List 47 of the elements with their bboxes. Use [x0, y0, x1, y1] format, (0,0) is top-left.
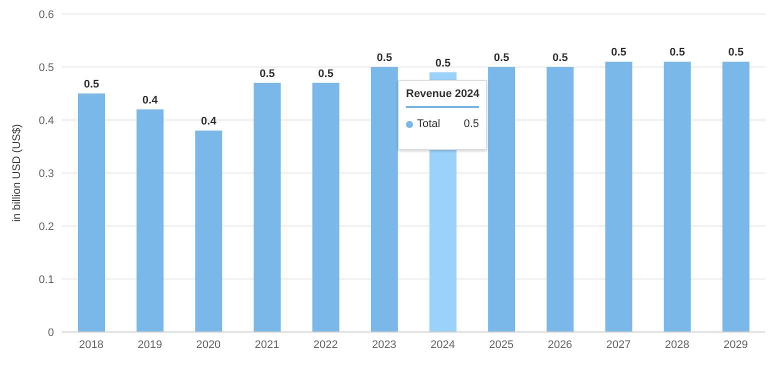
y-axis-title: in billion USD (US$) — [10, 124, 23, 222]
bar — [312, 82, 340, 332]
y-tick-label: 0.6 — [38, 8, 54, 21]
bar — [195, 130, 222, 332]
x-tick-label: 2026 — [548, 338, 572, 351]
tooltip-panel: Revenue 2024 Total 0.5 — [398, 80, 487, 150]
y-tick-label: 0.2 — [38, 220, 54, 233]
y-tick-label: 0.4 — [38, 114, 54, 127]
y-tick-label: 0.1 — [38, 274, 54, 286]
data-label: 0.4 — [201, 116, 218, 128]
y-tick-label: 0.5 — [38, 62, 54, 74]
bar — [664, 62, 691, 332]
data-label: 0.5 — [84, 78, 100, 90]
data-label: 0.4 — [142, 94, 159, 106]
x-tick-label: 2027 — [606, 338, 631, 351]
x-tick-label: 2020 — [196, 338, 221, 351]
data-label: 0.5 — [728, 46, 744, 59]
bar — [546, 67, 574, 332]
bar — [136, 109, 164, 332]
annotation: 0.5 — [464, 118, 479, 130]
data-label: 0.5 — [494, 52, 510, 64]
bar — [722, 62, 750, 332]
bar — [605, 62, 632, 332]
data-label: 0.5 — [260, 68, 275, 80]
data-label: 0.5 — [318, 68, 334, 80]
bar — [254, 82, 281, 332]
data-label: 0.5 — [611, 46, 626, 59]
x-tick-label: 2018 — [79, 338, 104, 351]
bar — [488, 67, 516, 332]
bar — [78, 94, 105, 332]
annotation: Total — [417, 118, 440, 130]
y-tick-label: 0 — [48, 326, 54, 339]
data-label: 0.5 — [670, 46, 685, 59]
x-tick-label: 2023 — [372, 338, 396, 351]
data-label: 0.5 — [552, 52, 568, 64]
y-tick-label: 0.3 — [38, 168, 54, 180]
x-tick-label: 2019 — [138, 338, 162, 351]
x-tick-label: 2021 — [254, 338, 280, 351]
x-tick-label: 2029 — [723, 338, 748, 351]
annotation: Revenue 2024 — [406, 88, 480, 100]
x-tick-label: 2025 — [489, 338, 514, 351]
bar — [370, 67, 398, 332]
data-label: 0.5 — [376, 52, 392, 64]
data-label: 0.5 — [435, 57, 451, 70]
x-tick-label: 2028 — [664, 338, 690, 351]
x-tick-label: 2024 — [430, 338, 456, 351]
x-tick-label: 2022 — [313, 338, 338, 351]
